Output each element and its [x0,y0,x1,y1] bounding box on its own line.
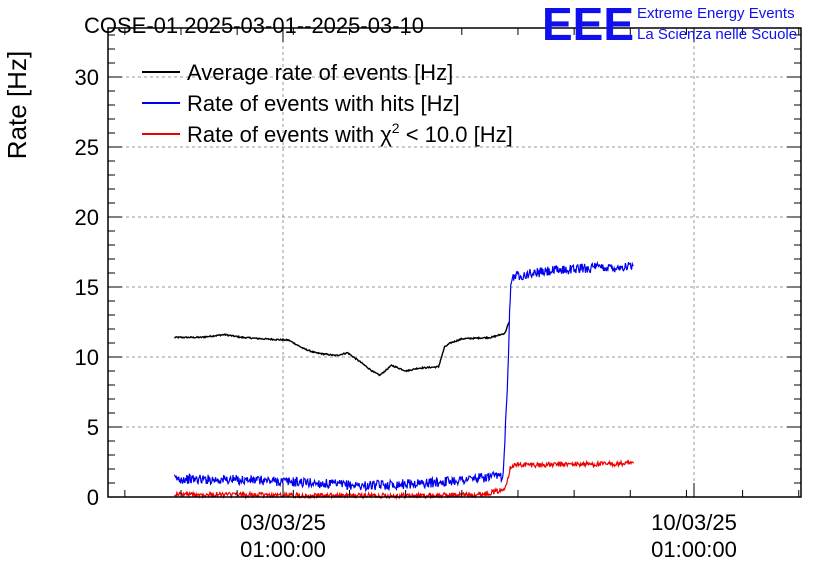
x-tick-label-time: 01:00:00 [240,537,326,562]
y-tick-label: 5 [87,415,99,440]
plot-frame [107,27,802,498]
legend-superscript: 2 [392,120,400,136]
axis-ticks [108,28,801,498]
chi-symbol: χ [380,122,392,147]
eee-logo: EEE Extreme Energy Events La Scienza nel… [542,0,797,50]
legend-label-hits: Rate of events with hits [Hz] [187,91,460,116]
legend-label-average: Average rate of events [Hz] [187,60,453,85]
y-tick-label: 10 [75,345,99,370]
x-tick-label-date: 10/03/25 [651,510,737,535]
legend-label-chi2-rest: < 10.0 [Hz] [400,122,513,147]
y-tick-labels: 0 5 10 15 20 25 30 [75,65,99,510]
logo-line-2: La Scienza nelle Scuole [637,26,797,43]
legend: Average rate of events [Hz] Rate of even… [142,60,513,147]
series-line-hits [173,260,634,493]
series-line-average [173,321,510,377]
logo-line-1: Extreme Energy Events [637,5,795,22]
y-tick-label: 20 [75,205,99,230]
grid [108,28,801,497]
logo-letters: EEE [542,0,634,50]
y-axis-title: Rate [Hz] [2,51,32,159]
legend-label-chi2: Rate of events with χ2 < 10.0 [Hz] [187,120,513,147]
x-tick-label-time: 01:00:00 [651,537,737,562]
y-tick-label: 30 [75,65,99,90]
y-tick-label: 0 [87,485,99,510]
legend-label-chi2-prefix: Rate of events with [187,122,374,147]
chart-title: COSE-01 2025-03-01--2025-03-10 [84,13,424,38]
y-tick-label: 25 [75,135,99,160]
series-lines [173,260,635,501]
y-tick-label: 15 [75,275,99,300]
x-tick-label-date: 03/03/25 [240,510,326,535]
